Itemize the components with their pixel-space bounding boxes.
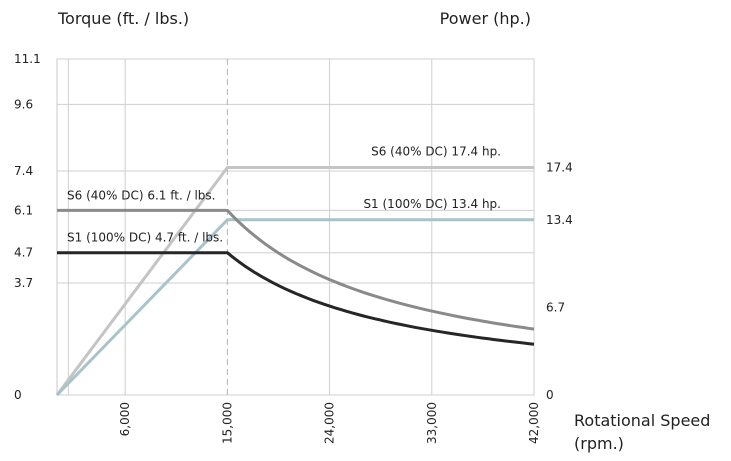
right-tick-label: 6.7 — [546, 300, 565, 314]
series-line-0 — [55, 166, 534, 396]
right-tick-label: 13.4 — [546, 213, 573, 227]
series-line-3 — [57, 251, 535, 346]
right-tick-label: 0 — [546, 388, 554, 402]
grid-lines — [57, 58, 535, 396]
x-axis-ticks: 6,000 15,000 24,000 33,000 42,000 — [118, 402, 541, 444]
left-axis-ticks: 11.1 9.6 7.4 6.1 4.7 3.7 0 — [14, 52, 41, 402]
right-axis-title: Power (hp.) — [440, 9, 531, 28]
right-tick-label: 17.4 — [546, 161, 573, 175]
series-lines — [55, 166, 535, 397]
left-tick-label: 0 — [14, 388, 22, 402]
plot-area-frame — [56, 58, 535, 396]
left-tick-label: 4.7 — [14, 246, 33, 260]
x-tick-label: 33,000 — [425, 402, 439, 444]
left-tick-label: 7.4 — [14, 164, 33, 178]
series-line-2 — [57, 208, 535, 331]
left-tick-label: 11.1 — [14, 52, 41, 66]
x-tick-label: 24,000 — [323, 402, 337, 444]
series-label-1: S1 (100% DC) 13.4 hp. — [363, 197, 501, 211]
x-tick-label: 15,000 — [220, 402, 234, 444]
series-labels: S6 (40% DC) 17.4 hp. S1 (100% DC) 13.4 hp… — [67, 145, 501, 245]
x-tick-label: 6,000 — [118, 402, 132, 436]
series-label-0: S6 (40% DC) 17.4 hp. — [371, 145, 501, 159]
series-label-3: S1 (100% DC) 4.7 ft. / lbs. — [67, 231, 223, 245]
right-axis-ticks: 17.4 13.4 6.7 0 — [546, 161, 573, 402]
series-label-2: S6 (40% DC) 6.1 ft. / lbs. — [67, 188, 215, 202]
left-tick-label: 9.6 — [14, 97, 33, 111]
x-tick-label: 42,000 — [527, 402, 541, 444]
series-line-1 — [55, 218, 534, 397]
x-axis-title-line2: (rpm.) — [574, 434, 624, 453]
left-axis-title: Torque (ft. / lbs.) — [57, 9, 189, 28]
x-axis-title-line1: Rotational Speed — [574, 411, 710, 430]
left-tick-label: 3.7 — [14, 276, 33, 290]
left-tick-label: 6.1 — [14, 203, 33, 217]
